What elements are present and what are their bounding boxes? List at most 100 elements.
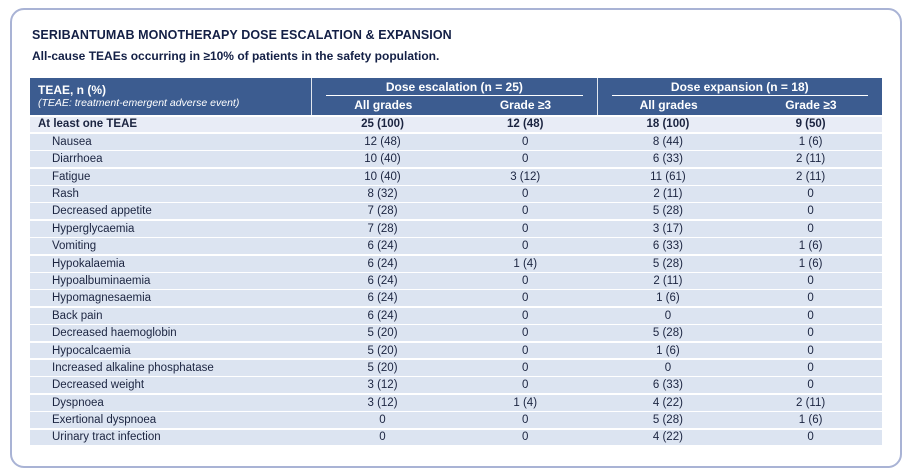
teae-column-header: TEAE, n (%) (TEAE: treatment-emergent ad… [30,78,311,115]
value-cell: 10 (40) [364,170,401,183]
value-cell: 6 (33) [652,153,683,166]
value-cell: 3 (12) [367,379,398,392]
value-cell: 5 (20) [367,344,398,357]
escalation-grade3-header: Grade ≥3 [499,98,552,112]
value-cell: 3 (17) [652,222,683,235]
value-cell: 2 (11) [653,188,683,200]
teae-name: Vomiting [52,240,97,253]
table-row: Diarrhoea 10 (40) 0 6 (33) 2 (11) [30,151,882,168]
teae-name: Hypocalcaemia [52,344,131,357]
dose-expansion-group-label: Dose expansion (n = 18) [611,78,868,96]
value-cell: 0 [807,309,814,322]
teae-name: Dyspnoea [52,396,104,409]
teae-name: Decreased haemoglobin [52,327,177,340]
value-cell: 12 (48) [506,118,544,131]
table-row: Fatigue 10 (40) 3 (12) 11 (61) 2 (11) [30,168,882,185]
table-row: Exertional dyspnoea 0 0 5 (28) 1 (6) [30,412,882,429]
value-cell: 10 (40) [364,153,401,166]
value-cell: 2 (11) [796,170,826,183]
value-cell: 6 (33) [652,240,683,253]
value-cell: 0 [807,222,814,235]
page-title: SERIBANTUMAB MONOTHERAPY DOSE ESCALATION… [32,28,452,42]
value-cell: 0 [807,361,814,374]
dose-escalation-group-header: Dose escalation (n = 25) All grades Grad… [311,78,596,115]
table-row: Vomiting 6 (24) 0 6 (33) 1 (6) [30,238,882,255]
teae-column-label: TEAE, n (%) [38,83,106,97]
table-header: TEAE, n (%) (TEAE: treatment-emergent ad… [30,78,882,115]
value-cell: 7 (28) [367,222,398,235]
value-cell: 8 (44) [652,135,683,148]
value-cell: 0 [522,414,529,427]
value-cell: 0 [379,431,386,444]
value-cell: 0 [807,431,814,444]
value-cell: 0 [807,205,814,218]
value-cell: 0 [522,431,529,444]
value-cell: 0 [664,309,672,322]
table-row: At least one TEAE 25 (100) 12 (48) 18 (1… [30,116,882,133]
table-row: Back pain 6 (24) 0 0 0 [30,307,882,324]
value-cell: 3 (12) [367,396,398,409]
teae-name: Hyperglycaemia [52,222,135,235]
value-cell: 5 (28) [652,257,683,270]
value-cell: 9 (50) [795,118,826,131]
expansion-grade3-header: Grade ≥3 [785,98,837,112]
teae-name: Diarrhoea [52,153,103,166]
table-row: Hypocalcaemia 5 (20) 0 1 (6) 0 [30,342,882,359]
value-cell: 2 (11) [653,274,683,287]
teae-name: Hypoalbuminaemia [52,274,151,287]
value-cell: 6 (33) [652,379,683,392]
value-cell: 2 (11) [796,396,826,409]
teae-name: Back pain [52,309,103,322]
value-cell: 4 (22) [652,431,683,444]
value-cell: 0 [664,361,672,374]
value-cell: 5 (28) [652,327,683,340]
figure-card: SERIBANTUMAB MONOTHERAPY DOSE ESCALATION… [10,8,902,468]
value-cell: 5 (28) [652,205,683,218]
value-cell: 0 [807,379,814,392]
value-cell: 0 [807,188,814,200]
teae-name: Decreased weight [52,379,145,392]
value-cell: 12 (48) [364,135,401,148]
table-row: Hypomagnesaemia 6 (24) 0 1 (6) 0 [30,290,882,307]
table-row: Rash 8 (32) 0 2 (11) 0 [30,186,882,202]
table-row: Urinary tract infection 0 0 4 (22) 0 [30,429,882,446]
value-cell: 11 (61) [650,170,686,183]
value-cell: 0 [522,188,529,200]
value-cell: 0 [522,327,529,340]
teae-name: Nausea [52,135,92,148]
value-cell: 5 (28) [652,414,683,427]
value-cell: 1 (6) [798,414,823,427]
teae-name: Urinary tract infection [52,431,161,444]
value-cell: 25 (100) [361,118,404,131]
dose-expansion-subheaders: All grades Grade ≥3 [598,96,882,115]
table-row: Nausea 12 (48) 0 8 (44) 1 (6) [30,133,882,150]
value-cell: 2 (11) [796,153,826,166]
teae-name: Hypokalaemia [52,257,125,270]
teae-name: Rash [52,188,79,200]
value-cell: 0 [807,292,814,305]
table-row: Increased alkaline phosphatase 5 (20) 0 … [30,359,882,376]
value-cell: 1 (6) [798,240,823,253]
value-cell: 0 [522,222,529,235]
table-row: Hypokalaemia 6 (24) 1 (4) 5 (28) 1 (6) [30,255,882,272]
value-cell: 6 (24) [367,274,398,287]
value-cell: 8 (32) [367,188,398,200]
value-cell: 0 [522,379,529,392]
value-cell: 0 [522,361,529,374]
teae-name: Increased alkaline phosphatase [52,361,214,374]
value-cell: 1 (6) [798,135,823,148]
teae-table: TEAE, n (%) (TEAE: treatment-emergent ad… [30,78,882,446]
table-row: Hypoalbuminaemia 6 (24) 0 2 (11) 0 [30,273,882,289]
value-cell: 4 (22) [652,396,683,409]
value-cell: 5 (20) [367,361,398,374]
value-cell: 3 (12) [510,170,541,183]
value-cell: 5 (20) [367,327,398,340]
teae-name: Decreased appetite [52,205,152,218]
table-row: Decreased haemoglobin 5 (20) 0 5 (28) 0 [30,325,882,342]
value-cell: 0 [807,344,814,357]
value-cell: 1 (4) [513,396,538,409]
table-body: At least one TEAE 25 (100) 12 (48) 18 (1… [30,116,882,446]
table-row: Decreased weight 3 (12) 0 6 (33) 0 [30,377,882,394]
value-cell: 0 [522,240,529,253]
teae-name: At least one TEAE [38,118,138,131]
